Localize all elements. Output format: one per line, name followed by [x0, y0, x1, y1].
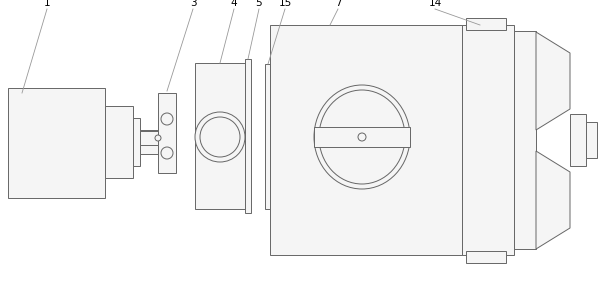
- Bar: [245, 59, 251, 213]
- Bar: [265, 64, 270, 209]
- Bar: [466, 251, 506, 263]
- Bar: [586, 122, 597, 158]
- Bar: [158, 93, 176, 173]
- Bar: [105, 106, 133, 178]
- Bar: [514, 31, 536, 249]
- Polygon shape: [536, 32, 570, 130]
- Bar: [570, 114, 586, 166]
- Text: 15: 15: [278, 0, 292, 8]
- Bar: [270, 25, 462, 255]
- Circle shape: [155, 135, 161, 141]
- Text: 7: 7: [335, 0, 341, 8]
- Bar: [140, 130, 158, 154]
- Text: 3: 3: [190, 0, 196, 8]
- Text: 4: 4: [231, 0, 237, 8]
- Text: 1: 1: [44, 0, 50, 8]
- Bar: [133, 118, 140, 166]
- Bar: [195, 63, 245, 209]
- Circle shape: [161, 147, 173, 159]
- Circle shape: [161, 113, 173, 125]
- Bar: [140, 131, 158, 145]
- Bar: [8, 88, 105, 198]
- Ellipse shape: [314, 85, 410, 189]
- Circle shape: [195, 112, 245, 162]
- Polygon shape: [536, 151, 570, 249]
- Circle shape: [358, 133, 366, 141]
- Bar: [462, 25, 514, 255]
- Bar: [314, 127, 410, 147]
- Text: 5: 5: [256, 0, 263, 8]
- Text: 14: 14: [428, 0, 442, 8]
- Bar: [466, 18, 506, 30]
